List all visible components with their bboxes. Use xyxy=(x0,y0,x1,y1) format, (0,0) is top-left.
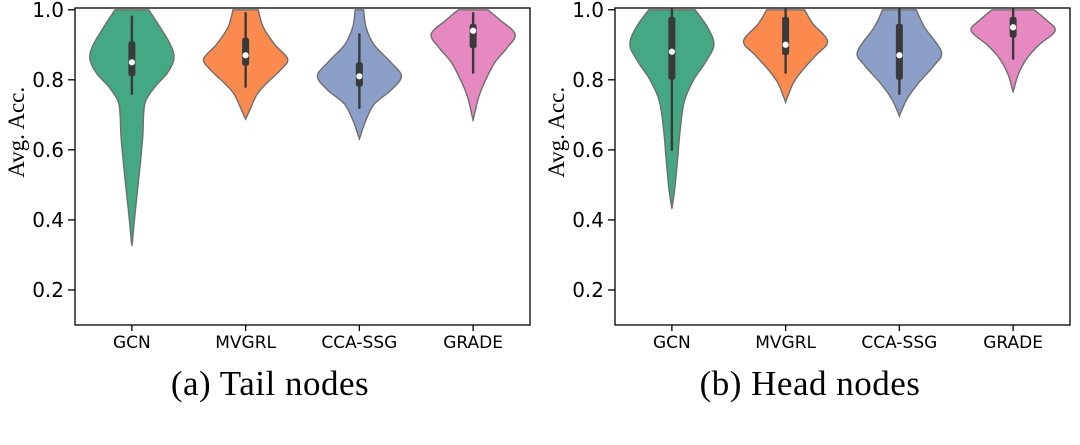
y-axis-label: Avg. Acc. xyxy=(4,87,29,178)
median-dot xyxy=(242,52,249,59)
x-tick-label: MVGRL xyxy=(755,333,816,353)
subplot-head-nodes: 0.2 0.4 0.6 0.8 1.0 GCN MVGRL CCA-SSG GRADE Avg. … xyxy=(540,0,1080,445)
x-tick-label: MVGRL xyxy=(215,333,276,353)
x-tick-label: GCN xyxy=(113,333,151,353)
iqr-box xyxy=(668,16,676,80)
y-tick-label: 0.4 xyxy=(572,208,604,232)
y-tick-label: 0.2 xyxy=(572,278,604,302)
subplot-tail-nodes: 0.2 0.4 0.6 0.8 1.0 GCN MVGRL CCA-SSG GRADE Avg. … xyxy=(4,0,531,403)
median-dot xyxy=(128,59,135,66)
violin-cca-ssg xyxy=(316,9,403,141)
iqr-box xyxy=(895,23,903,80)
x-tick-label: CCA-SSG xyxy=(861,333,937,353)
violin-mvgrl xyxy=(742,8,829,104)
median-dot xyxy=(896,52,903,59)
median-dot xyxy=(782,41,789,48)
y-tick-label: 0.6 xyxy=(32,138,64,162)
iqr-box xyxy=(128,41,136,77)
violin-cca-ssg xyxy=(856,8,943,118)
violin-chart-tail-nodes: 0.2 0.4 0.6 0.8 1.0 GCN MVGRL CCA-SSG GRADE Avg. … xyxy=(4,0,531,353)
median-dot xyxy=(356,73,363,80)
violin-mvgrl xyxy=(202,9,289,121)
caption-head-nodes: (b) Head nodes xyxy=(699,364,921,403)
violin-grade xyxy=(970,8,1056,93)
median-dot xyxy=(470,27,477,34)
y-tick-label: 0.8 xyxy=(572,68,604,92)
violin-gcn xyxy=(629,8,715,210)
x-tick-label: GRADE xyxy=(983,333,1043,353)
axes-frame xyxy=(74,7,531,326)
median-dot xyxy=(1010,24,1017,31)
violin-chart-head-nodes: 0.2 0.4 0.6 0.8 1.0 GCN MVGRL CCA-SSG GRADE Avg. … xyxy=(544,0,1071,353)
violin-gcn xyxy=(89,9,175,247)
iqr-box xyxy=(782,16,790,56)
y-tick-label: 1.0 xyxy=(572,0,604,22)
y-tick-label: 0.6 xyxy=(572,138,604,162)
iqr-box xyxy=(242,37,250,66)
median-dot xyxy=(668,48,675,55)
axes-frame xyxy=(614,7,1071,326)
iqr-box xyxy=(469,23,477,49)
x-tick-label: CCA-SSG xyxy=(321,333,397,353)
violin-grade xyxy=(430,9,516,122)
y-tick-label: 0.8 xyxy=(32,68,64,92)
y-tick-label: 1.0 xyxy=(32,0,64,22)
caption-tail-nodes: (a) Tail nodes xyxy=(170,364,370,403)
y-axis-label: Avg. Acc. xyxy=(544,87,569,178)
x-tick-label: GRADE xyxy=(443,333,503,353)
x-tick-label: GCN xyxy=(653,333,691,353)
y-tick-label: 0.4 xyxy=(32,208,64,232)
y-tick-label: 0.2 xyxy=(32,278,64,302)
violin-body xyxy=(89,9,175,247)
